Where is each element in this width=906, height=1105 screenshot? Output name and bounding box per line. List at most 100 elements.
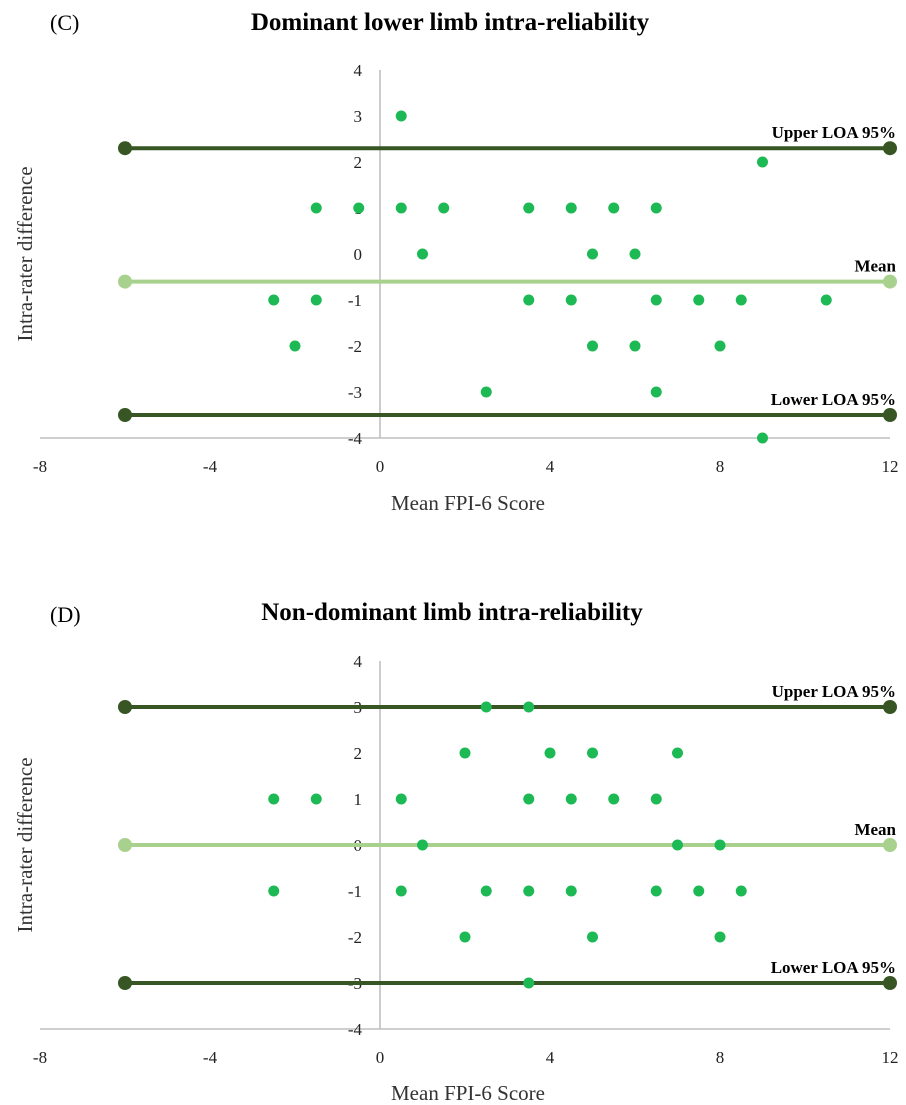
data-point (289, 340, 301, 352)
data-point (587, 747, 598, 759)
x-tick-label: -4 (203, 457, 218, 476)
y-tick-label: 0 (354, 245, 363, 264)
reference-line-end-marker (883, 700, 897, 714)
reference-line-end-marker (883, 408, 897, 422)
data-point (714, 931, 726, 943)
x-tick-label: 8 (716, 457, 725, 476)
reference-line-end-marker (883, 274, 897, 289)
y-tick-label: 4 (354, 652, 363, 671)
data-point (565, 202, 577, 214)
x-tick-label: 12 (882, 457, 899, 476)
x-tick-label: 0 (376, 1048, 385, 1067)
data-point (480, 885, 492, 897)
data-point (523, 701, 535, 713)
data-point (672, 747, 683, 759)
reference-line-start-marker (118, 141, 132, 156)
data-point (820, 294, 832, 306)
reference-line-start-marker (118, 700, 132, 714)
x-tick-label: 4 (546, 457, 555, 476)
data-point (735, 294, 747, 306)
data-point (310, 793, 322, 805)
x-tick-label: 12 (882, 1048, 899, 1067)
data-point (523, 294, 535, 306)
y-axis-label: Intra-rater difference (13, 757, 37, 932)
reference-line-label: Lower LOA 95% (771, 958, 896, 977)
reference-line-start-marker (118, 838, 132, 852)
data-point (268, 885, 280, 897)
data-point (395, 885, 407, 897)
data-point (459, 931, 471, 943)
reference-line-label: Lower LOA 95% (771, 390, 896, 409)
data-point (608, 202, 620, 214)
x-tick-label: 0 (376, 457, 385, 476)
x-axis-label: Mean FPI-6 Score (391, 1081, 545, 1105)
data-point (650, 294, 662, 306)
data-point (672, 839, 683, 851)
y-tick-label: -1 (348, 882, 362, 901)
data-point (757, 432, 768, 444)
data-point (629, 248, 641, 260)
data-point (310, 294, 322, 306)
y-tick-label: -1 (348, 291, 362, 310)
data-point (587, 340, 598, 352)
data-point (395, 793, 407, 805)
data-point (650, 793, 662, 805)
x-axis-label: Mean FPI-6 Score (391, 491, 545, 515)
panel-label: (D) (50, 602, 81, 627)
data-point (459, 747, 471, 759)
data-point (565, 885, 577, 897)
reference-line-start-marker (118, 408, 132, 422)
x-tick-label: 4 (546, 1048, 555, 1067)
y-tick-label: -2 (348, 337, 362, 356)
x-tick-label: 8 (716, 1048, 725, 1067)
panel-dominant: (C) Dominant lower limb intra-reliabilit… (13, 9, 899, 515)
x-tick-label: -8 (33, 1048, 47, 1067)
reference-line-label: Mean (854, 820, 896, 839)
data-point (523, 793, 535, 805)
reference-line-end-marker (883, 141, 897, 156)
data-point (310, 202, 322, 214)
panel-non-dominant: (D) Non-dominant limb intra-reliability … (13, 599, 899, 1105)
data-point (353, 202, 365, 214)
data-point (650, 202, 662, 214)
data-point (417, 839, 428, 851)
data-point (565, 793, 577, 805)
y-tick-label: 4 (354, 61, 363, 80)
data-point (523, 202, 535, 214)
data-point (480, 701, 492, 713)
data-point (523, 885, 535, 897)
reference-line-start-marker (118, 976, 132, 990)
data-point (629, 340, 641, 352)
data-point (268, 793, 280, 805)
reference-line-end-marker (883, 976, 897, 990)
x-tick-label: -4 (203, 1048, 218, 1067)
reference-line-label: Upper LOA 95% (772, 123, 896, 142)
data-point (587, 248, 598, 260)
y-axis-label: Intra-rater difference (13, 166, 37, 341)
data-point (587, 931, 598, 943)
reference-line-start-marker (118, 274, 132, 289)
data-point (650, 386, 662, 398)
data-point (268, 294, 280, 306)
panel-label: (C) (50, 10, 79, 35)
data-point (608, 793, 620, 805)
x-tick-label: -8 (33, 457, 47, 476)
data-point (417, 248, 428, 260)
data-point (565, 294, 577, 306)
data-point (523, 977, 535, 989)
data-point (735, 885, 747, 897)
y-tick-label: 2 (354, 153, 363, 172)
data-point (693, 885, 705, 897)
y-tick-label: 1 (354, 790, 363, 809)
data-point (757, 156, 768, 168)
data-point (693, 294, 705, 306)
y-tick-label: -2 (348, 928, 362, 947)
y-tick-label: 3 (354, 107, 363, 126)
data-point (714, 839, 726, 851)
reference-line-label: Upper LOA 95% (772, 682, 896, 701)
y-tick-label: -4 (348, 429, 363, 448)
data-point (438, 202, 450, 214)
